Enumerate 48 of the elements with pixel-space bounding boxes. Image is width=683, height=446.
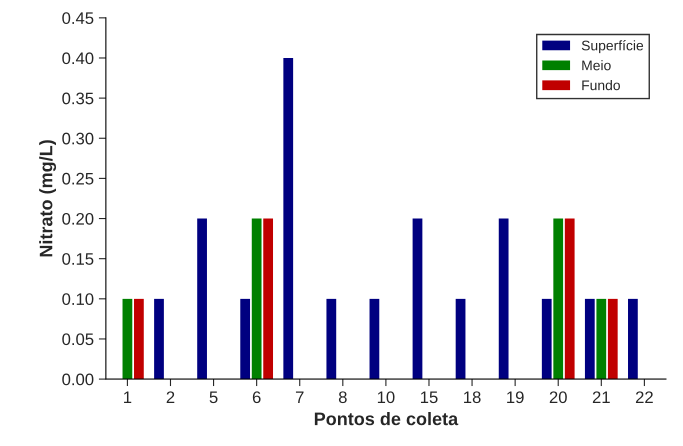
bar [283, 58, 294, 380]
bar [596, 298, 606, 380]
bar [412, 218, 422, 380]
y-tick-label: 0.40 [62, 52, 94, 64]
bar [154, 298, 164, 380]
bar [584, 298, 595, 380]
legend-label: Meio [582, 60, 611, 70]
bar [134, 298, 144, 380]
bar [553, 218, 564, 380]
bar [608, 298, 618, 380]
y-tick-label: 0.30 [62, 132, 94, 144]
x-tick-label: 7 [296, 392, 304, 403]
y-tick-label: 0.25 [62, 172, 94, 185]
bar [370, 298, 380, 380]
x-tick-label: 1 [124, 392, 132, 403]
y-axis-title: Nitrato (mg/L) [39, 140, 56, 256]
y-tick-label: 0.20 [62, 212, 94, 225]
legend-label: Superfície [582, 40, 644, 54]
y-tick-label: 0.15 [62, 253, 94, 265]
x-tick-label: 10 [378, 391, 395, 404]
bar [197, 218, 207, 380]
bar [240, 298, 250, 380]
x-tick-label: 15 [420, 392, 438, 404]
x-tick-label: 2 [166, 391, 174, 403]
x-axis-title: Pontos de coleta [314, 412, 458, 426]
bar [122, 298, 132, 380]
x-tick-label: 18 [464, 391, 481, 404]
bar [542, 298, 552, 380]
x-tick-label: 5 [210, 392, 218, 404]
bar [326, 298, 336, 380]
bar [628, 298, 638, 380]
bar [252, 218, 262, 380]
bar [263, 218, 274, 380]
x-tick-label: 6 [252, 391, 261, 404]
x-tick-label: 22 [636, 391, 653, 403]
x-tick-label: 21 [592, 391, 610, 403]
y-tick-label: 0.45 [62, 12, 94, 24]
bar [564, 218, 575, 380]
x-tick-label: 8 [338, 391, 347, 404]
y-tick-label: 0.35 [62, 92, 94, 104]
y-tick-label: 0.00 [62, 374, 94, 386]
x-tick-label: 19 [507, 391, 524, 404]
bar [498, 218, 509, 380]
bar [456, 298, 466, 380]
y-tick-label: 0.05 [62, 333, 94, 346]
y-tick-label: 0.10 [62, 293, 94, 306]
x-tick-label: 20 [550, 391, 567, 404]
legend-label: Fundo [582, 80, 620, 90]
